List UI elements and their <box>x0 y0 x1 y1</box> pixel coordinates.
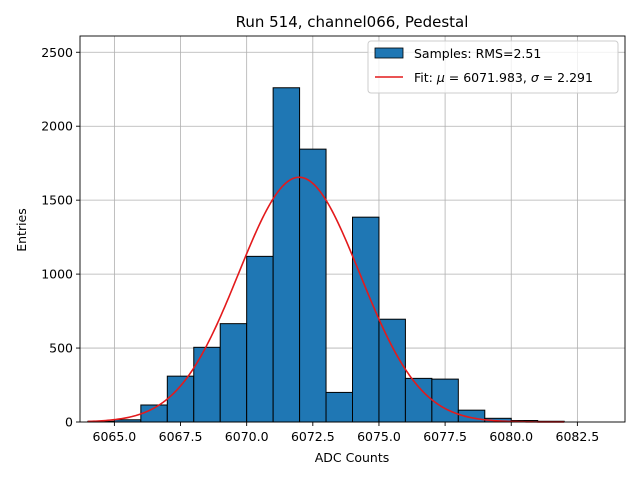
x-tick-label-5: 6077.5 <box>423 429 467 444</box>
chart-title: Run 514, channel066, Pedestal <box>236 13 469 31</box>
x-tick-label-2: 6070.0 <box>225 429 269 444</box>
legend-label-histogram: Samples: RMS=2.51 <box>414 46 541 61</box>
y-tick-label-4: 2000 <box>41 119 73 134</box>
x-tick-label-0: 6065.0 <box>93 429 137 444</box>
x-tick-label-3: 6072.5 <box>291 429 335 444</box>
y-tick-label-1: 500 <box>49 341 73 356</box>
x-axis-label: ADC Counts <box>315 450 390 465</box>
histogram-bar-12 <box>404 377 433 423</box>
histogram-bar-3 <box>166 375 195 423</box>
x-tick-label-4: 6075.0 <box>357 429 401 444</box>
x-axis-ticks: 6065.0 6067.5 6070.0 6072.5 6075.0 6077.5 6080… <box>93 422 600 444</box>
y-axis-ticks: 0 500 1000 1500 2000 2500 <box>41 45 80 430</box>
axes-frame <box>79 35 626 423</box>
fit-curve <box>87 176 565 423</box>
fit-sigma-value: = 2.291 <box>539 70 593 85</box>
histogram-bar-8 <box>299 148 327 423</box>
x-tick-label-1: 6067.5 <box>159 429 203 444</box>
y-tick-label-2: 1000 <box>41 267 73 282</box>
histogram-bar-10 <box>352 216 380 423</box>
histogram-bar-9 <box>325 391 354 423</box>
legend-label-fit: Fit: μ = 6071.983, σ = 2.291 <box>414 70 593 85</box>
histogram-bar-5 <box>219 323 248 423</box>
histogram-bar-6 <box>246 255 274 423</box>
fit-sigma-symbol: σ <box>531 70 540 85</box>
fit-label-prefix: Fit: <box>414 70 437 85</box>
x-tick-label-6: 6080.0 <box>489 429 533 444</box>
y-tick-label-5: 2500 <box>41 45 73 60</box>
y-tick-label-3: 1500 <box>41 193 73 208</box>
fit-mu-value: = 6071.983, <box>445 70 531 85</box>
x-tick-label-7: 6082.5 <box>556 429 600 444</box>
y-tick-label-0: 0 <box>65 415 73 430</box>
histogram-bar-4 <box>193 346 221 423</box>
histogram-bar-13 <box>431 378 459 423</box>
fit-mu-symbol: μ <box>436 70 445 85</box>
legend-swatch-histogram <box>374 47 404 59</box>
histogram-bar-11 <box>378 318 406 423</box>
histogram-bar-7 <box>272 87 301 423</box>
y-axis-label: Entries <box>14 208 29 252</box>
legend: Samples: RMS=2.51 Fit: μ = 6071.983, σ =… <box>367 40 619 94</box>
legend-box <box>367 40 619 94</box>
